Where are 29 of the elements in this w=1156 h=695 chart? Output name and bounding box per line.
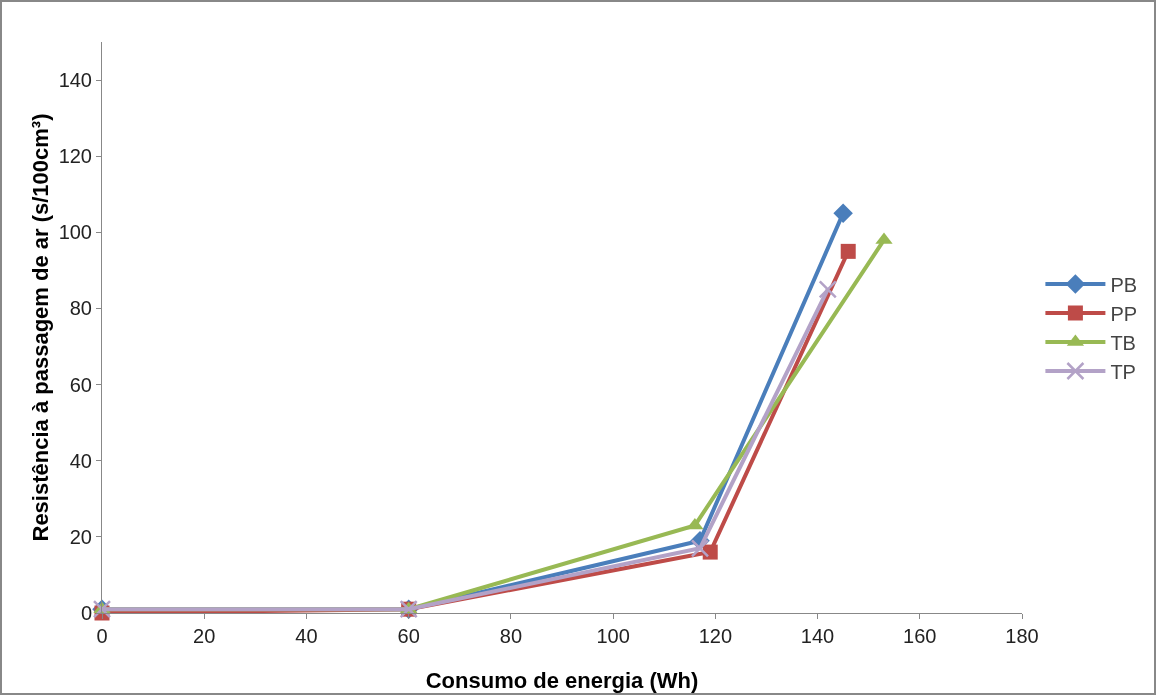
- point: [818, 280, 838, 299]
- point: [686, 517, 704, 530]
- point: [690, 539, 710, 558]
- x-tick-label: 60: [397, 625, 420, 647]
- legend-label: PB: [1110, 273, 1138, 296]
- y-tick-label: 0: [80, 602, 92, 624]
- y-axis-title: Resistência à passagem de ar (s/100cm³): [28, 113, 53, 542]
- y-tick-label: 120: [58, 145, 92, 168]
- x-axis-title: Consumo de energia (Wh): [425, 668, 699, 693]
- point: [840, 243, 856, 259]
- y-tick-label: 40: [69, 449, 92, 472]
- y-tick-label: 100: [58, 221, 92, 244]
- x-tick-label: 180: [1005, 625, 1039, 647]
- y-tick-label: 60: [69, 373, 92, 396]
- y-tick-label: 20: [69, 525, 92, 548]
- x-tick-label: 140: [800, 625, 835, 647]
- x-tick-label: 80: [499, 625, 523, 647]
- legend-label: TP: [1110, 360, 1136, 383]
- x-tick-label: 0: [96, 625, 108, 647]
- x-tick-label: 160: [903, 625, 937, 647]
- y-tick-label: 140: [58, 69, 92, 92]
- point: [833, 203, 853, 224]
- x-tick-label: 100: [596, 625, 630, 647]
- x-tick-label: 120: [698, 625, 733, 647]
- y-tick-label: 80: [69, 297, 92, 320]
- legend-label: PP: [1110, 302, 1138, 325]
- legend-label: TB: [1110, 331, 1136, 354]
- x-tick-label: 40: [295, 625, 318, 647]
- x-tick-label: 20: [193, 625, 216, 647]
